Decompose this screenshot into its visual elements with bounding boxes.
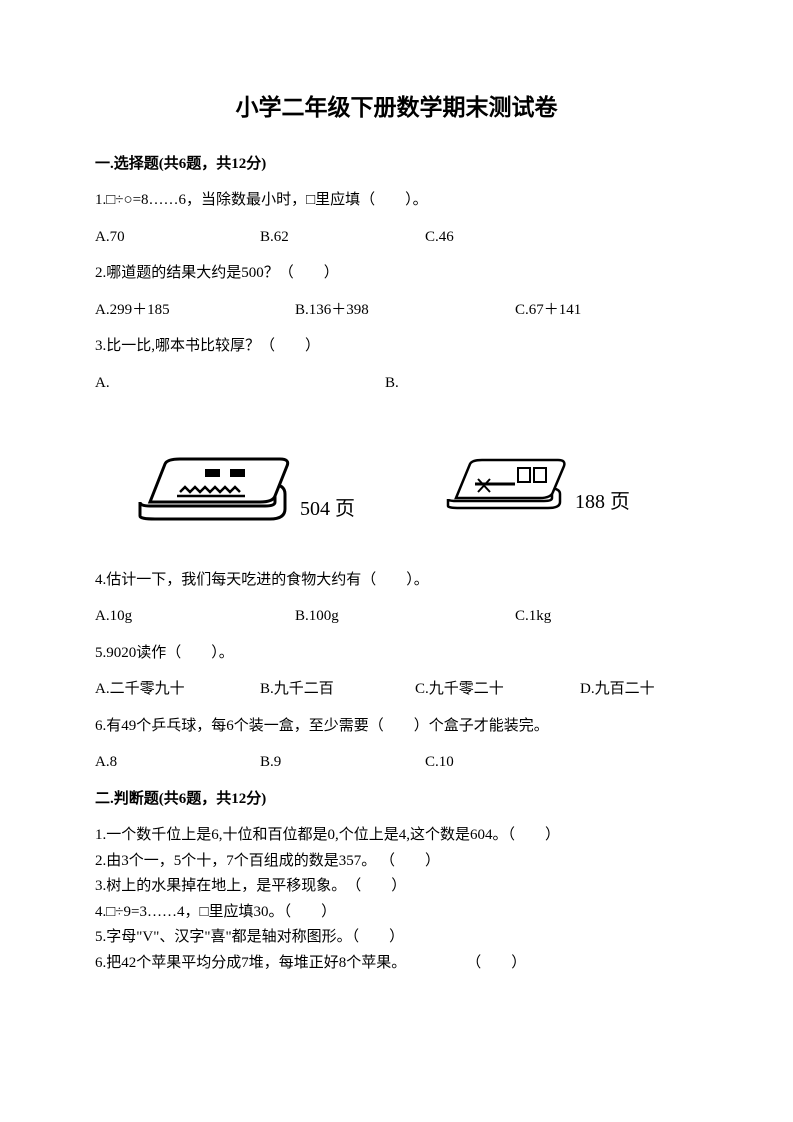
q2-option-c: C.67＋141 bbox=[515, 299, 581, 322]
question-6: 6.有49个乒乓球，每6个装一盒，至少需要（ ）个盒子才能装完。 A.8 B.9… bbox=[95, 715, 698, 774]
q2-option-a: A.299＋185 bbox=[95, 299, 295, 322]
q5-options: A.二千零九十 B.九千二百 C.九千零二十 D.九百二十 bbox=[95, 678, 698, 701]
q2-options: A.299＋185 B.136＋398 C.67＋141 bbox=[95, 299, 698, 322]
books-row: 504 页 188 页 bbox=[95, 454, 698, 534]
judge-5: 5.字母"V"、汉字"喜"都是轴对称图形。（ ） bbox=[95, 926, 698, 949]
q6-option-c: C.10 bbox=[425, 751, 590, 774]
book-b-label: 188 页 bbox=[575, 487, 630, 527]
question-2: 2.哪道题的结果大约是500？（ ） A.299＋185 B.136＋398 C… bbox=[95, 262, 698, 321]
judge-1: 1.一个数千位上是6,十位和百位都是0,个位上是4,这个数是604。（ ） bbox=[95, 824, 698, 847]
q4-option-a: A.10g bbox=[95, 605, 295, 628]
q6-option-a: A.8 bbox=[95, 751, 260, 774]
page-title: 小学二年级下册数学期末测试卷 bbox=[95, 90, 698, 125]
judge-2: 2.由3个一，5个十，7个百组成的数是357。 （ ） bbox=[95, 850, 698, 873]
judge-4: 4.□÷9=3……4，□里应填30。（ ） bbox=[95, 901, 698, 924]
q6-text: 6.有49个乒乓球，每6个装一盒，至少需要（ ）个盒子才能装完。 bbox=[95, 715, 698, 738]
book-b-icon bbox=[440, 454, 570, 527]
judge-6: 6.把42个苹果平均分成7堆，每堆正好8个苹果。 （ ） bbox=[95, 952, 698, 975]
q3-text: 3.比一比,哪本书比较厚？（ ） bbox=[95, 335, 698, 358]
q3-option-a: A. bbox=[95, 372, 385, 395]
q5-option-d: D.九百二十 bbox=[580, 678, 655, 701]
q1-options: A.70 B.62 C.46 bbox=[95, 226, 698, 249]
book-a-icon bbox=[130, 454, 295, 534]
question-3: 3.比一比,哪本书比较厚？（ ） A. B. 504 页 bbox=[95, 335, 698, 534]
q1-option-c: C.46 bbox=[425, 226, 590, 249]
q2-text: 2.哪道题的结果大约是500？（ ） bbox=[95, 262, 698, 285]
q5-text: 5.9020读作（ ）。 bbox=[95, 642, 698, 665]
q5-option-c: C.九千零二十 bbox=[415, 678, 580, 701]
section2-header: 二.判断题(共6题，共12分) bbox=[95, 788, 698, 811]
question-5: 5.9020读作（ ）。 A.二千零九十 B.九千二百 C.九千零二十 D.九百… bbox=[95, 642, 698, 701]
book-a-label: 504 页 bbox=[300, 494, 355, 534]
q5-option-a: A.二千零九十 bbox=[95, 678, 260, 701]
q1-text: 1.□÷○=8……6，当除数最小时，□里应填（ ）。 bbox=[95, 189, 698, 212]
q4-options: A.10g B.100g C.1kg bbox=[95, 605, 698, 628]
q2-option-b: B.136＋398 bbox=[295, 299, 515, 322]
judge-3: 3.树上的水果掉在地上，是平移现象。 （ ） bbox=[95, 875, 698, 898]
q4-option-c: C.1kg bbox=[515, 605, 551, 628]
q4-text: 4.估计一下，我们每天吃进的食物大约有（ ）。 bbox=[95, 569, 698, 592]
book-a-container: 504 页 bbox=[95, 454, 440, 534]
q3-option-b: B. bbox=[385, 372, 399, 395]
q5-option-b: B.九千二百 bbox=[260, 678, 415, 701]
q6-option-b: B.9 bbox=[260, 751, 425, 774]
q4-option-b: B.100g bbox=[295, 605, 515, 628]
q3-options: A. B. bbox=[95, 372, 698, 395]
book-b-container: 188 页 bbox=[440, 454, 630, 534]
q6-options: A.8 B.9 C.10 bbox=[95, 751, 698, 774]
section1-header: 一.选择题(共6题，共12分) bbox=[95, 153, 698, 176]
question-4: 4.估计一下，我们每天吃进的食物大约有（ ）。 A.10g B.100g C.1… bbox=[95, 569, 698, 628]
q1-option-a: A.70 bbox=[95, 226, 260, 249]
question-1: 1.□÷○=8……6，当除数最小时，□里应填（ ）。 A.70 B.62 C.4… bbox=[95, 189, 698, 248]
q1-option-b: B.62 bbox=[260, 226, 425, 249]
